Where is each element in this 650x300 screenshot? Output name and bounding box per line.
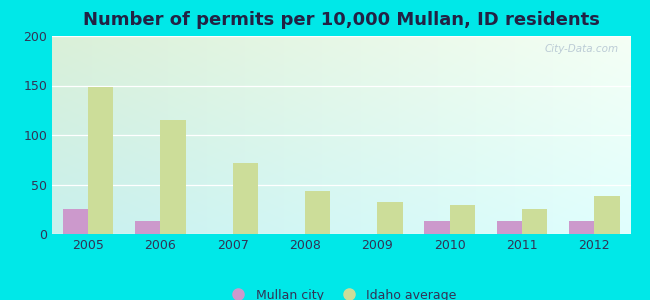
Bar bbox=[594, 196, 619, 234]
Bar bbox=[135, 221, 161, 234]
Bar bbox=[378, 202, 403, 234]
Bar bbox=[522, 209, 547, 234]
Title: Number of permits per 10,000 Mullan, ID residents: Number of permits per 10,000 Mullan, ID … bbox=[83, 11, 600, 29]
Bar bbox=[497, 221, 522, 234]
Text: City-Data.com: City-Data.com bbox=[545, 44, 619, 54]
Bar bbox=[305, 191, 330, 234]
Bar bbox=[569, 221, 594, 234]
Bar bbox=[63, 209, 88, 234]
Legend: Mullan city, Idaho average: Mullan city, Idaho average bbox=[221, 284, 462, 300]
Bar bbox=[424, 221, 450, 234]
Bar bbox=[450, 205, 475, 234]
Bar bbox=[88, 88, 114, 234]
Bar bbox=[161, 120, 186, 234]
Bar bbox=[233, 163, 258, 234]
